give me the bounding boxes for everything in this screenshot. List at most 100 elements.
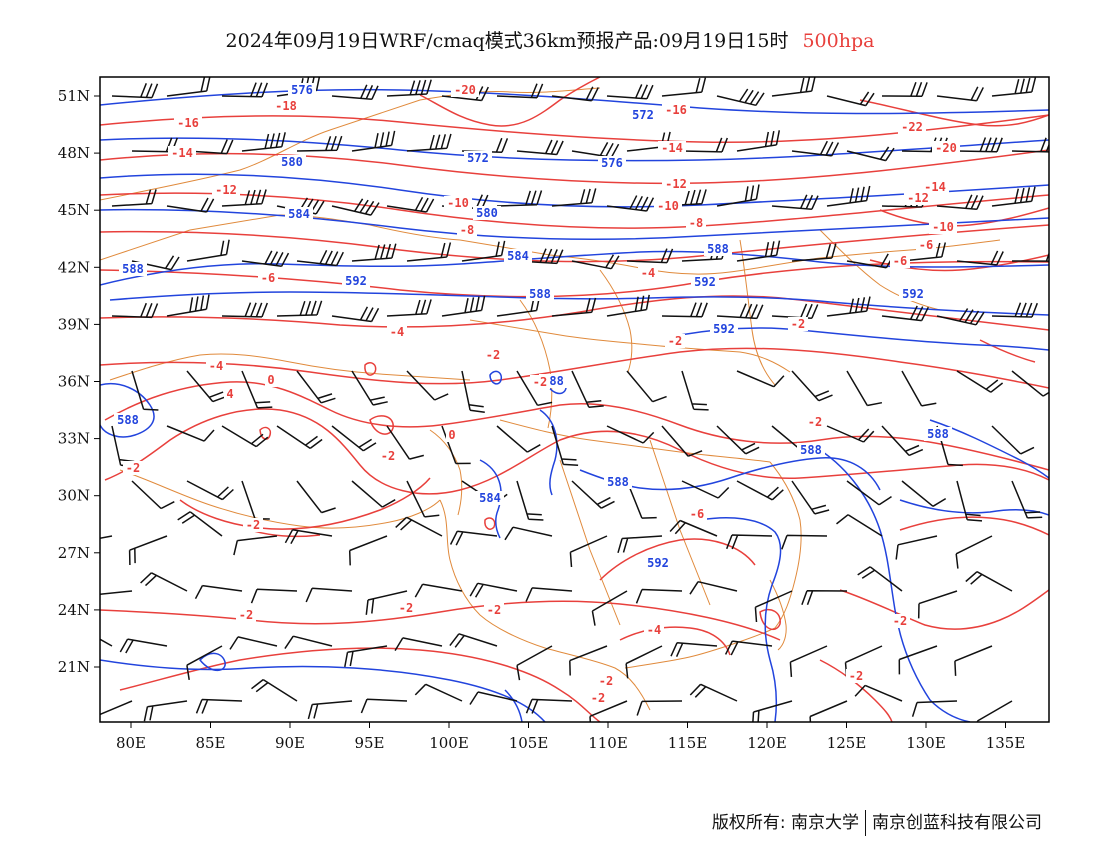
- wind-barb: [801, 590, 848, 606]
- wind-barb: [194, 584, 243, 600]
- temperature-contour-label: -2: [381, 449, 395, 463]
- height-contour: [109, 291, 1049, 316]
- wind-barb: [525, 698, 573, 714]
- lon-label: 125E: [827, 734, 867, 752]
- wind-barb: [386, 196, 435, 213]
- temperature-contour-label-bg: [929, 220, 957, 234]
- wind-barb: [669, 519, 718, 537]
- lon-label: 95E: [354, 734, 384, 752]
- wind-barb: [881, 305, 929, 322]
- temperature-contour-label: -10: [932, 220, 954, 234]
- boundary-line: [769, 579, 787, 651]
- boundary-line: [819, 229, 941, 311]
- temperature-contour-label: 0: [448, 428, 455, 442]
- wind-barb: [516, 480, 544, 521]
- height-contour-label-bg: [598, 156, 626, 170]
- temperature-contour-label: -14: [171, 146, 193, 160]
- province-boundaries: [100, 87, 1001, 711]
- height-contour-label-bg: [285, 207, 313, 221]
- wind-barb: [344, 645, 388, 668]
- wind-barb: [406, 480, 440, 518]
- height-contour-label-bg: [119, 262, 147, 276]
- height-contour-label: 572: [632, 108, 654, 122]
- wind-barb: [551, 297, 597, 317]
- wind-barb: [496, 190, 543, 207]
- temperature-contour: [100, 347, 1049, 389]
- wind-barb: [516, 645, 553, 681]
- wind-barb: [809, 700, 848, 722]
- wind-barb: [956, 137, 1003, 153]
- temperature-contour-label-bg: [916, 238, 936, 252]
- wind-barb: [186, 480, 234, 501]
- temperature-contour-label-bg: [396, 601, 416, 615]
- temperature-contour: [100, 295, 1049, 331]
- temperature-contour-label: -22: [901, 120, 923, 134]
- wind-barb: [386, 425, 424, 460]
- height-contour: [100, 659, 546, 722]
- wind-barb: [131, 370, 159, 411]
- height-contour-label-bg: [464, 151, 492, 165]
- temperature-contour: [369, 415, 394, 435]
- height-contour-label-bg: [924, 427, 952, 441]
- temperature-contour-label-bg: [654, 199, 682, 213]
- wind-barb: [956, 480, 983, 522]
- wind-barb: [736, 240, 781, 262]
- temperature-contour-label-bg: [451, 83, 479, 97]
- temperature-contour-label-bg: [212, 183, 240, 197]
- temperature-contour: [104, 381, 1049, 471]
- lat-label: 27N: [58, 544, 90, 562]
- wind-barb: [131, 480, 175, 510]
- wind-barb: [661, 425, 703, 457]
- wind-barb: [854, 684, 903, 702]
- wind-barb: [626, 370, 667, 403]
- wind-barb: [186, 645, 223, 681]
- wind-barb: [589, 700, 628, 722]
- wind-barb: [551, 86, 599, 102]
- wind-barb: [100, 700, 133, 716]
- lat-label: 42N: [58, 258, 90, 276]
- height-contour-label: 580: [281, 155, 303, 169]
- wind-barb: [166, 294, 210, 317]
- temperature-contour: [100, 600, 781, 641]
- wind-barb: [881, 425, 924, 457]
- lon-label: 85E: [195, 734, 225, 752]
- height-contour-label-bg: [629, 108, 657, 122]
- temperature-contour-label: -4: [647, 623, 661, 637]
- wind-barb: [826, 91, 875, 107]
- temperature-contour-label: -12: [665, 177, 687, 191]
- wind-barb: [331, 306, 380, 323]
- lon-label: 135E: [986, 734, 1026, 752]
- wind-barb: [251, 678, 298, 702]
- footer-separator: [865, 810, 866, 836]
- height-contour-label-bg: [114, 413, 142, 427]
- height-contour-label: 588: [800, 443, 822, 457]
- height-contour-label: 592: [713, 322, 735, 336]
- wind-barb: [991, 302, 1039, 318]
- temperature-contour-label: -2: [246, 518, 260, 532]
- height-contour-label: 584: [288, 207, 310, 221]
- height-contour-label-bg: [473, 206, 501, 220]
- temperature-contour-label-bg: [174, 116, 202, 130]
- wind-barb: [406, 370, 449, 401]
- height-contour: [539, 409, 558, 496]
- wind-barb: [551, 188, 597, 207]
- temperature-contour: [599, 538, 756, 581]
- height-contour: [100, 137, 1049, 162]
- temperature-contour-label-bg: [243, 518, 263, 532]
- wind-barb: [414, 683, 463, 702]
- wind-barb: [111, 189, 157, 207]
- wind-barb: [351, 480, 396, 508]
- boundary-line: [769, 461, 802, 629]
- temperature-contour-label: -16: [177, 116, 199, 130]
- title-main: 2024年09月19日WRF/cmaq模式36km预报产品:09月19日15时: [225, 30, 789, 52]
- temperature-contour-label-bg: [846, 669, 866, 683]
- height-contour: [479, 459, 502, 539]
- temperature-contour-label-bg: [638, 266, 658, 280]
- temperature-contour-label-bg: [921, 180, 949, 194]
- wind-barb: [716, 184, 760, 207]
- wind-barb: [516, 248, 564, 265]
- wind-barb: [221, 425, 269, 448]
- temperature-contour-label: -4: [641, 266, 655, 280]
- wind-barb: [296, 480, 336, 514]
- temperature-contour: [979, 339, 1036, 363]
